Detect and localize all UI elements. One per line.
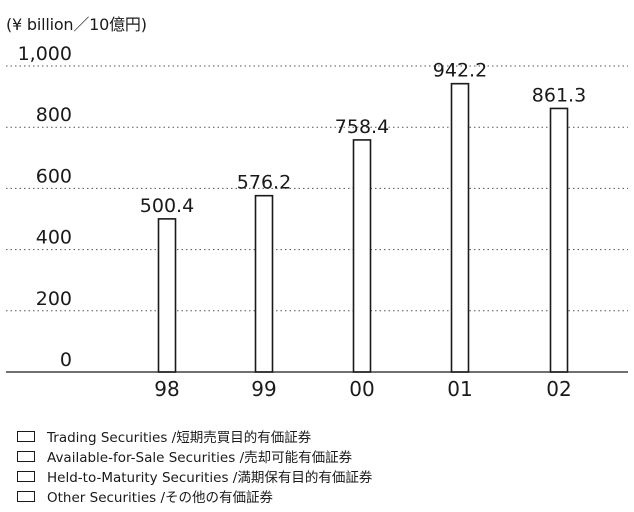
- value-label-02: 861.3: [532, 84, 586, 106]
- y-tick-label: 600: [36, 165, 72, 187]
- x-tick-label-99: 99: [251, 377, 276, 401]
- legend-label: Available-for-Sale Securities /売却可能有価証券: [47, 450, 353, 466]
- y-tick-label: 200: [36, 288, 72, 310]
- x-tick-label-01: 01: [447, 377, 472, 401]
- legend-item-trading-securities: Trading Securities /短期売買目的有価証券: [17, 426, 372, 446]
- y-tick-label: 400: [36, 227, 72, 249]
- legend-swatch: [17, 430, 35, 442]
- value-labels: 500.4 576.2 758.4 942.2 861.3: [140, 60, 586, 217]
- x-tick-label-00: 00: [349, 377, 374, 401]
- bar-98: [157, 218, 177, 373]
- y-tick-label: 800: [36, 104, 72, 126]
- x-axis-tick-labels: 98 99 00 01 02: [154, 377, 571, 401]
- bar-01: [450, 82, 470, 373]
- unit-label: (¥ billion／10億円): [6, 15, 147, 34]
- value-label-98: 500.4: [140, 195, 194, 217]
- y-tick-label: 0: [60, 349, 72, 371]
- gridlines: [6, 65, 628, 312]
- bar-02: [549, 107, 569, 373]
- legend-label: Other Securities /その他の有価証券: [47, 490, 273, 506]
- legend-item-other-securities: Other Securities /その他の有価証券: [17, 486, 372, 506]
- x-tick-label-98: 98: [154, 377, 179, 401]
- value-label-00: 758.4: [335, 116, 389, 138]
- y-tick-label: 1,000: [18, 43, 72, 65]
- value-label-01: 942.2: [433, 60, 487, 82]
- legend-swatch: [17, 490, 35, 502]
- legend-swatch: [17, 450, 35, 462]
- legend: Trading Securities /短期売買目的有価証券 Available…: [17, 426, 372, 506]
- legend-item-available-for-sale-securities: Available-for-Sale Securities /売却可能有価証券: [17, 446, 372, 466]
- y-axis-tick-labels: 0 200 400 600 800 1,000: [18, 43, 72, 371]
- value-label-99: 576.2: [237, 172, 291, 194]
- legend-label: Held-to-Maturity Securities /満期保有目的有価証券: [47, 470, 373, 486]
- legend-label: Trading Securities /短期売買目的有価証券: [47, 430, 312, 446]
- bar-99: [254, 194, 274, 373]
- legend-item-held-to-maturity-securities: Held-to-Maturity Securities /満期保有目的有価証券: [17, 466, 372, 486]
- legend-swatch: [17, 470, 35, 482]
- bar-00: [352, 139, 372, 373]
- x-tick-label-02: 02: [546, 377, 571, 401]
